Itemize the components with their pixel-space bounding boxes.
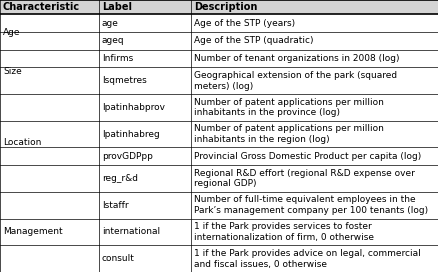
Bar bbox=[0, 192, 438, 219]
Text: Number of full-time equivalent employees in the
Park’s management company per 10: Number of full-time equivalent employees… bbox=[194, 195, 427, 215]
Text: Size: Size bbox=[3, 67, 22, 76]
Bar bbox=[0, 245, 438, 272]
Text: Age: Age bbox=[3, 27, 21, 36]
Bar bbox=[0, 67, 438, 94]
Text: consult: consult bbox=[102, 254, 134, 263]
Text: 1 if the Park provides services to foster
internationalization of firm, 0 otherw: 1 if the Park provides services to foste… bbox=[194, 222, 373, 242]
Text: Provincial Gross Domestic Product per capita (log): Provincial Gross Domestic Product per ca… bbox=[194, 152, 420, 161]
Bar bbox=[0, 14, 438, 32]
Text: lpatinhabprov: lpatinhabprov bbox=[102, 103, 164, 112]
Text: lpatinhabreg: lpatinhabreg bbox=[102, 130, 159, 139]
Text: Characteristic: Characteristic bbox=[3, 2, 80, 12]
Bar bbox=[0, 50, 438, 67]
Bar bbox=[0, 121, 438, 147]
Text: lsqmetres: lsqmetres bbox=[102, 76, 146, 85]
Text: Description: Description bbox=[194, 2, 257, 12]
Text: international: international bbox=[102, 227, 159, 236]
Text: Age of the STP (quadratic): Age of the STP (quadratic) bbox=[194, 36, 313, 45]
Text: Age of the STP (years): Age of the STP (years) bbox=[194, 19, 294, 28]
Text: age: age bbox=[102, 19, 118, 28]
Text: reg_r&d: reg_r&d bbox=[102, 174, 138, 183]
Text: Location: Location bbox=[3, 138, 41, 147]
Text: Label: Label bbox=[102, 2, 131, 12]
Text: provGDPpp: provGDPpp bbox=[102, 152, 152, 161]
Text: Management: Management bbox=[3, 227, 63, 236]
Text: Number of tenant organizations in 2008 (log): Number of tenant organizations in 2008 (… bbox=[194, 54, 399, 63]
Bar bbox=[0, 32, 438, 50]
Bar bbox=[0, 165, 438, 192]
Text: Number of patent applications per million
inhabitants in the region (log): Number of patent applications per millio… bbox=[194, 124, 383, 144]
Text: 1 if the Park provides advice on legal, commercial
and fiscal issues, 0 otherwis: 1 if the Park provides advice on legal, … bbox=[194, 249, 420, 268]
Text: Number of patent applications per million
inhabitants in the province (log): Number of patent applications per millio… bbox=[194, 98, 383, 117]
Bar bbox=[0, 147, 438, 165]
Text: Geographical extension of the park (squared
meters) (log): Geographical extension of the park (squa… bbox=[194, 71, 396, 91]
Bar bbox=[0, 94, 438, 121]
Text: lstaffr: lstaffr bbox=[102, 201, 128, 210]
Text: Regional R&D effort (regional R&D expense over
regional GDP): Regional R&D effort (regional R&D expens… bbox=[194, 169, 414, 188]
Text: ageq: ageq bbox=[102, 36, 124, 45]
Bar bbox=[0, 219, 438, 245]
Bar bbox=[0, 0, 438, 14]
Text: lnfirms: lnfirms bbox=[102, 54, 133, 63]
